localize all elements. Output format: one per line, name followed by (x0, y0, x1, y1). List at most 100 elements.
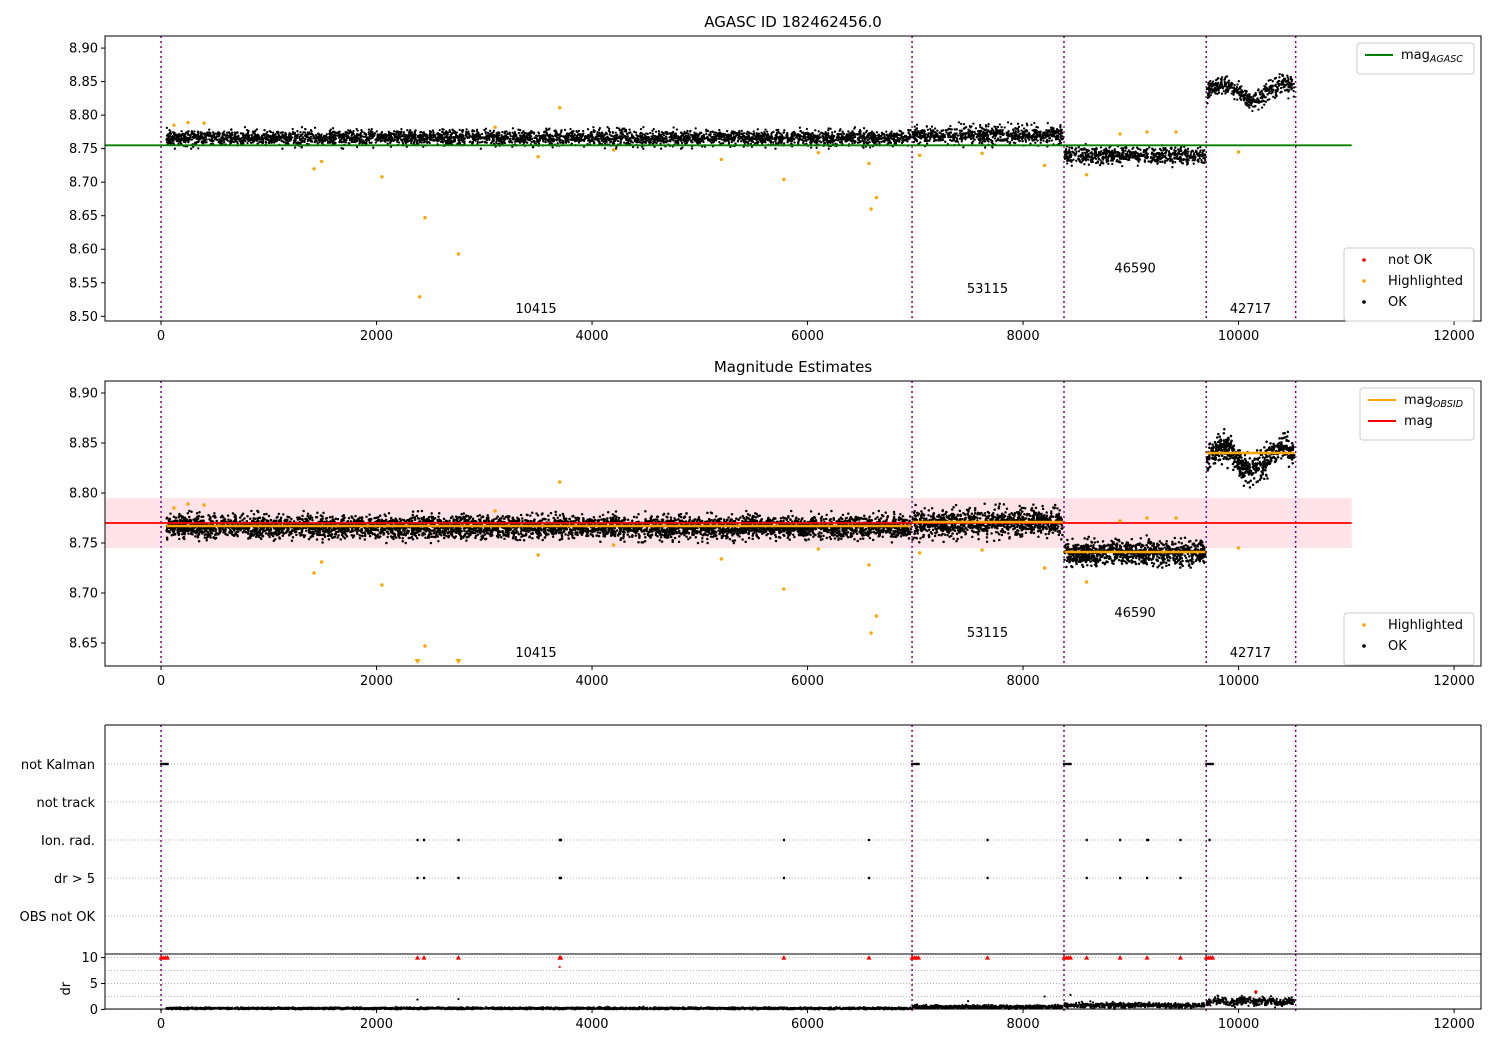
ok-point (833, 134, 836, 138)
ok-point (1031, 129, 1034, 132)
ok-point (292, 141, 295, 145)
ok-point (428, 130, 432, 133)
ok-point (233, 133, 236, 137)
ok-point (397, 141, 401, 144)
ok-point (462, 134, 465, 137)
ok-point (634, 137, 637, 140)
ok-point (255, 139, 258, 142)
ok-point (839, 133, 843, 136)
ok-point (740, 136, 743, 139)
ok-point (705, 132, 708, 136)
ok-point (352, 140, 355, 144)
ok-point (1124, 149, 1127, 152)
ok-point (678, 138, 681, 141)
ok-point (405, 145, 408, 148)
ok-point (637, 139, 640, 142)
ok-point (1003, 138, 1006, 141)
ok-point (830, 135, 833, 139)
ok-point (448, 129, 451, 132)
ok-point (1001, 129, 1004, 132)
ok-point (1174, 161, 1177, 164)
ok-point (197, 135, 201, 138)
ok-point (869, 134, 872, 137)
ok-point (705, 130, 708, 133)
ok-point (691, 138, 695, 141)
ok-point (974, 132, 977, 136)
ok-point (764, 128, 767, 131)
ok-point (991, 132, 995, 135)
ok-point (589, 135, 592, 139)
ok-point (1044, 133, 1047, 136)
ok-point (623, 134, 627, 138)
ok-point (627, 140, 630, 143)
ok-point (1059, 126, 1062, 129)
ok-point (518, 134, 522, 137)
ok-point (628, 131, 631, 134)
ok-point (680, 141, 684, 145)
ok-point (942, 129, 945, 132)
ok-point (952, 137, 955, 140)
ok-point (446, 136, 449, 139)
ok-point (597, 137, 600, 140)
ok-point (395, 133, 398, 136)
ok-point (792, 138, 795, 141)
ok-point (422, 145, 425, 148)
ok-point (324, 134, 328, 138)
ok-point (623, 141, 626, 144)
ok-point (401, 140, 404, 143)
ok-point (617, 127, 621, 130)
ok-point (352, 136, 355, 139)
ok-point (925, 142, 929, 145)
ok-point (752, 130, 755, 133)
ok-point (522, 130, 525, 133)
ok-point (195, 141, 198, 144)
ok-point (209, 133, 212, 137)
ok-point (897, 133, 900, 137)
ok-point (719, 134, 722, 137)
ok-point (504, 137, 507, 140)
ok-point (628, 128, 631, 131)
ok-point (605, 140, 608, 143)
ok-point (971, 142, 974, 145)
ok-point (298, 135, 301, 139)
ok-point (220, 136, 223, 139)
ok-point (331, 127, 335, 130)
ok-point (1185, 163, 1189, 166)
ok-point (191, 135, 194, 139)
ok-point (1184, 153, 1187, 156)
ok-point (637, 135, 640, 138)
ok-point (925, 125, 928, 128)
ok-point (608, 133, 611, 136)
ok-point (823, 141, 827, 145)
ok-point (1071, 150, 1074, 153)
ok-point (428, 138, 432, 141)
ok-point (969, 126, 972, 129)
ok-point (908, 136, 912, 139)
ok-point (624, 136, 627, 140)
ok-point (168, 128, 171, 132)
ok-point (1055, 136, 1058, 140)
ok-point (465, 128, 468, 131)
ok-point (392, 130, 396, 133)
ok-point (562, 142, 565, 145)
ok-point (994, 125, 997, 129)
ok-point (219, 141, 222, 144)
ok-point (384, 138, 388, 142)
ok-point (842, 136, 846, 140)
ok-point (930, 131, 933, 134)
ok-point (522, 140, 525, 143)
ok-point (1075, 159, 1078, 162)
ok-point (749, 138, 753, 142)
ok-point (770, 132, 773, 136)
ok-point (491, 134, 494, 138)
ok-point (569, 138, 573, 142)
ok-point (754, 142, 757, 145)
ok-point (863, 133, 866, 136)
ok-point (439, 140, 443, 144)
ok-point (375, 130, 378, 133)
ok-point (380, 135, 383, 138)
ok-point (608, 131, 612, 134)
ok-point (1059, 141, 1063, 144)
ok-point (198, 138, 201, 141)
ok-point (1005, 133, 1008, 137)
